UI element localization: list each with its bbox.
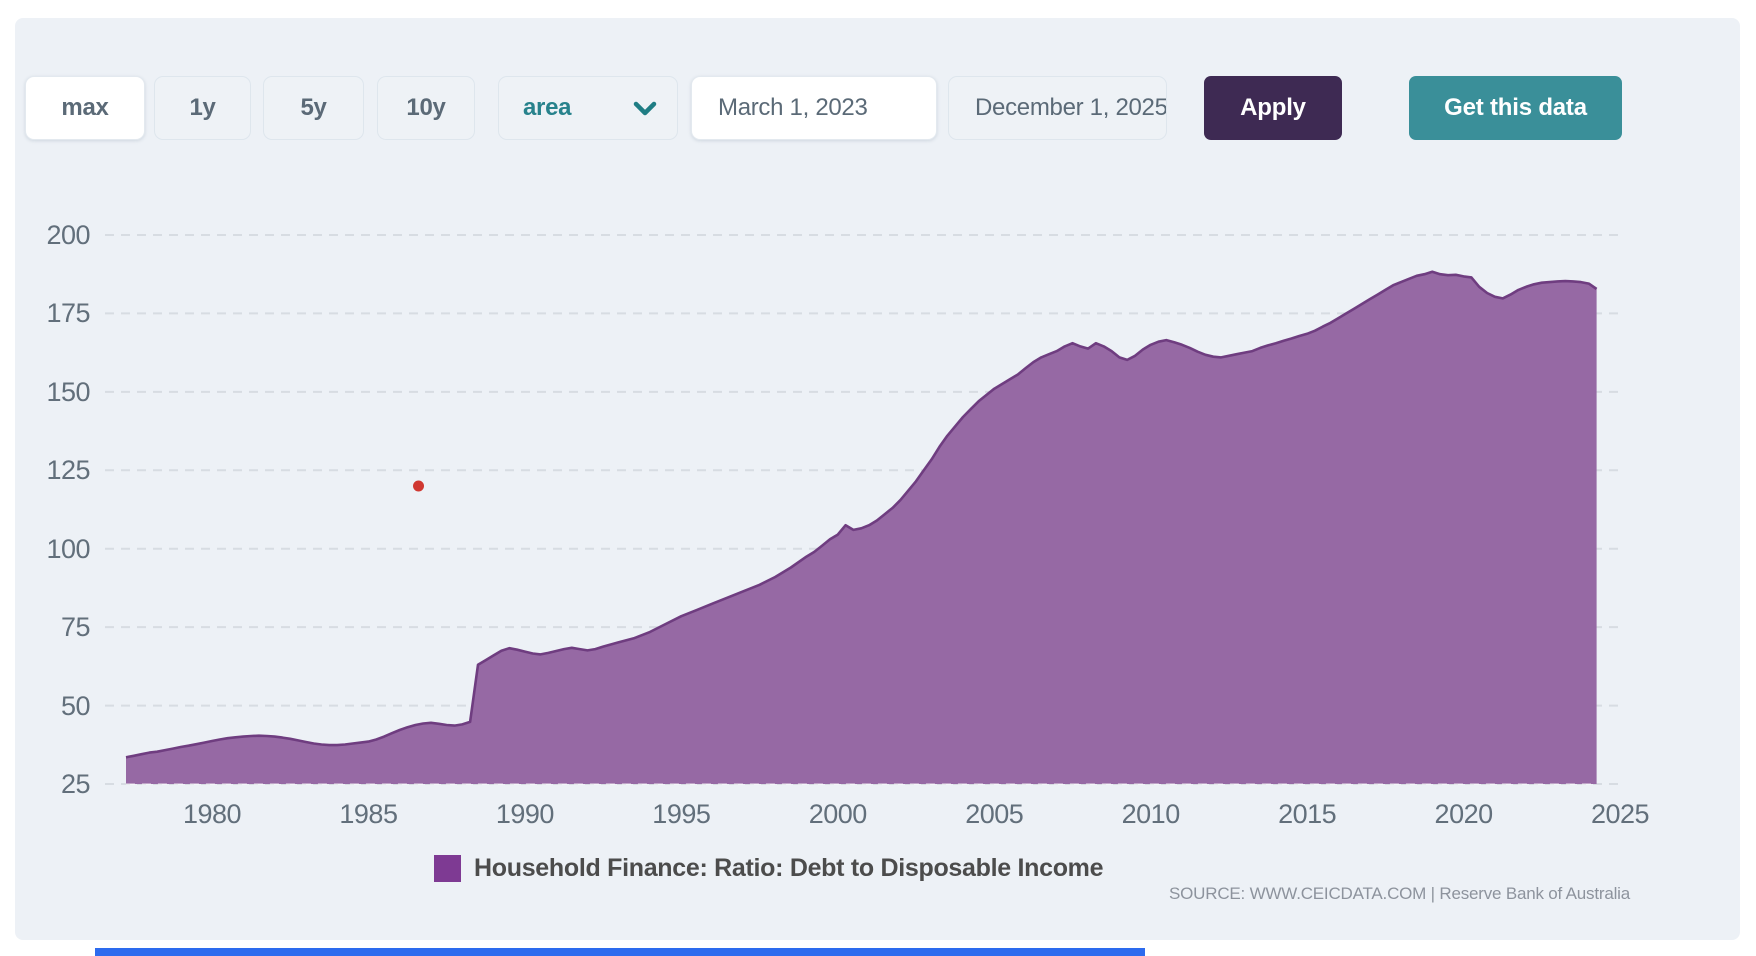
x-axis-tick-label: 1985 <box>339 799 398 829</box>
legend-swatch <box>434 855 461 882</box>
date-from-input[interactable] <box>691 76 937 140</box>
y-axis-tick-label: 25 <box>60 769 91 799</box>
x-axis-tick-label: 1980 <box>182 799 242 829</box>
x-axis-tick-label: 2005 <box>965 799 1024 829</box>
range-button-10y[interactable]: 10y <box>377 76 475 140</box>
y-axis-tick-label: 200 <box>46 220 90 250</box>
range-button-1y[interactable]: 1y <box>154 76 251 140</box>
x-axis-tick-label: 2000 <box>808 799 868 829</box>
x-axis-tick-label: 2010 <box>1121 799 1181 829</box>
y-axis-tick-label: 100 <box>46 533 90 564</box>
range-button-5y-label: 5y <box>300 94 327 121</box>
apply-button[interactable]: Apply <box>1204 76 1342 140</box>
y-axis-tick-label: 50 <box>60 690 91 721</box>
range-button-5y[interactable]: 5y <box>263 76 364 140</box>
horizontal-scrollbar-thumb[interactable] <box>95 948 1145 956</box>
legend-item[interactable]: Household Finance: Ratio: Debt to Dispos… <box>434 854 1104 883</box>
range-button-1y-label: 1y <box>189 94 216 121</box>
x-axis-tick-label: 1995 <box>652 799 711 829</box>
get-this-data-button[interactable]: Get this data <box>1409 76 1622 140</box>
y-axis-tick-label: 175 <box>46 298 90 329</box>
range-button-max[interactable]: max <box>25 76 145 140</box>
y-axis-tick-label: 125 <box>46 455 90 486</box>
chevron-down-icon <box>633 101 657 115</box>
chart-type-select-value: area <box>523 94 572 121</box>
x-axis-tick-label: 1990 <box>495 799 555 829</box>
x-axis-tick-label: 2020 <box>1434 799 1494 829</box>
x-axis-tick-label: 2025 <box>1591 799 1650 829</box>
area-series-line <box>125 270 1598 759</box>
legend-label: Household Finance: Ratio: Debt to Dispos… <box>474 854 1104 882</box>
source-attribution: SOURCE: WWW.CEICDATA.COM | Reserve Bank … <box>1169 884 1630 903</box>
y-axis-tick-label: 75 <box>60 612 91 643</box>
chart-type-select[interactable]: area <box>498 76 678 140</box>
x-axis-tick-label: 2015 <box>1278 799 1337 829</box>
range-button-10y-label: 10y <box>406 94 446 121</box>
y-axis-tick-label: 150 <box>46 376 90 407</box>
range-button-max-label: max <box>61 94 109 121</box>
date-to-input[interactable] <box>948 76 1167 140</box>
red-marker-dot <box>413 480 425 492</box>
